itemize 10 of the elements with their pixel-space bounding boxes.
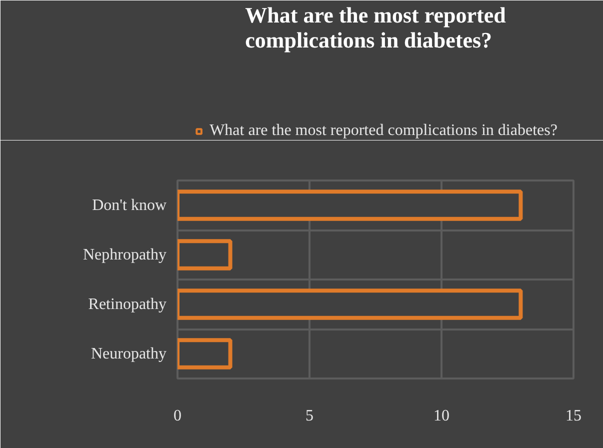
y-tick-label: Retinopathy: [88, 296, 167, 313]
chart-title: What are the most reported complications in diabetes?: [245, 2, 506, 52]
legend-label: What are the most reported complications in diabetes?: [210, 122, 558, 140]
x-tick-label: 10: [434, 408, 450, 424]
x-tick-label: 5: [306, 408, 314, 424]
y-tick-label: Nephropathy: [82, 246, 166, 264]
x-tick-label: 15: [566, 408, 582, 424]
x-tick-label: 0: [174, 408, 182, 424]
y-tick-label: Don't know: [92, 196, 167, 214]
y-tick-label: Neuropathy: [90, 345, 166, 362]
